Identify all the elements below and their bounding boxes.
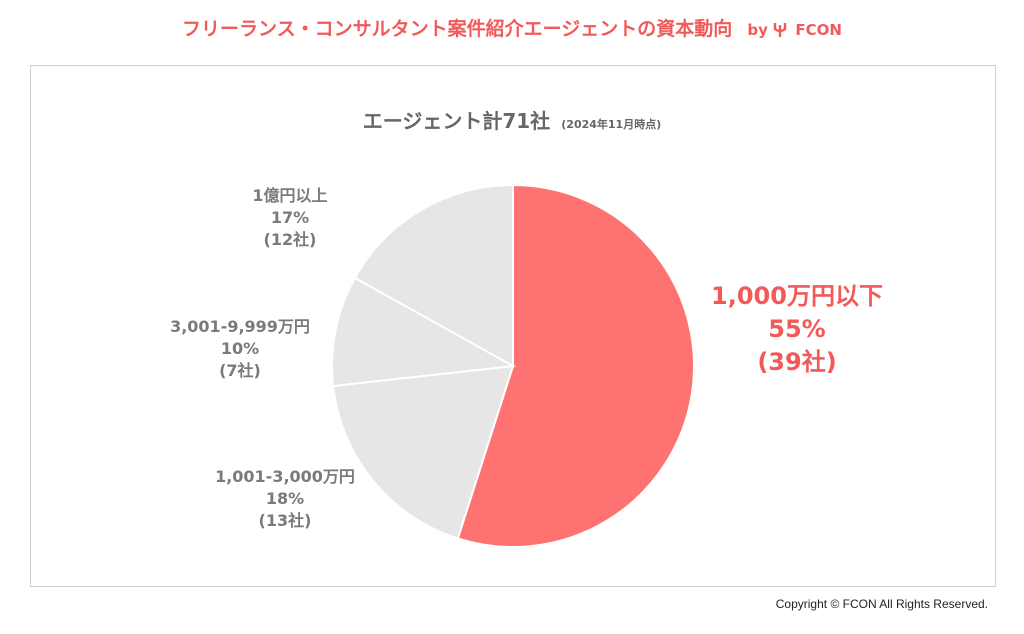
page-title: フリーランス・コンサルタント案件紹介エージェントの資本動向 by FCON: [0, 14, 1024, 41]
slice-category-label: 3,001-9,999万円: [170, 317, 310, 336]
slice-label-3001-9999: 3,001-9,999万円 10% (7社): [145, 316, 335, 382]
chart-frame: [30, 65, 996, 587]
pie-slice-100m-above: [353, 183, 514, 368]
slice-label-1000-below: 1,000万円以下 55% (39社): [692, 280, 902, 379]
chart-subtitle: (2024年11月時点): [561, 118, 662, 131]
slice-category-label: 1,001-3,000万円: [215, 467, 355, 486]
brand-name: FCON: [795, 21, 842, 39]
by-text: by: [747, 21, 768, 39]
slice-label-1001-3000: 1,001-3,000万円 18% (13社): [190, 466, 380, 532]
slice-percent-label: 18%: [265, 489, 305, 508]
chart-title: エージェント計71社 (2024年11月時点): [0, 105, 1024, 134]
chart-title-text: エージェント計71社: [362, 109, 551, 133]
slice-count-label: (13社): [258, 511, 312, 530]
slice-count-label: (7社): [219, 361, 261, 380]
slice-percent-label: 10%: [220, 339, 260, 358]
slice-percent-label: 55%: [768, 315, 826, 343]
slice-category-label: 1億円以上: [252, 186, 328, 205]
pie-slice-3001-9999: [331, 276, 517, 388]
slice-label-100m-above: 1億円以上 17% (12社): [205, 185, 375, 251]
pie-slice-1000-below: [456, 183, 695, 548]
pie-slice-1001-3000: [332, 364, 515, 540]
slice-percent-label: 17%: [270, 208, 310, 227]
slice-count-label: (12社): [263, 230, 317, 249]
fcon-logo-icon: [773, 23, 787, 37]
slice-category-label: 1,000万円以下: [711, 282, 883, 310]
page-title-text: フリーランス・コンサルタント案件紹介エージェントの資本動向: [182, 18, 733, 40]
brand-credit: by FCON: [747, 21, 842, 39]
copyright: Copyright © FCON All Rights Reserved.: [775, 597, 988, 611]
slice-count-label: (39社): [757, 348, 837, 376]
